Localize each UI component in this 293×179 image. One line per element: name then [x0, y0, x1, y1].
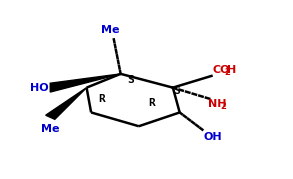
Text: CO: CO	[213, 65, 230, 74]
Text: S: S	[173, 86, 180, 96]
Text: Me: Me	[101, 25, 120, 35]
Text: R: R	[148, 98, 155, 108]
Polygon shape	[46, 88, 87, 119]
Text: 2: 2	[224, 68, 230, 77]
Text: 2: 2	[221, 102, 226, 111]
Text: OH: OH	[204, 132, 222, 142]
Text: NH: NH	[208, 99, 226, 109]
Text: H: H	[227, 65, 237, 74]
Text: R: R	[98, 94, 105, 104]
Text: S: S	[127, 75, 134, 85]
Text: HO: HO	[30, 83, 49, 93]
Text: Me: Me	[41, 124, 59, 134]
Polygon shape	[50, 74, 121, 92]
